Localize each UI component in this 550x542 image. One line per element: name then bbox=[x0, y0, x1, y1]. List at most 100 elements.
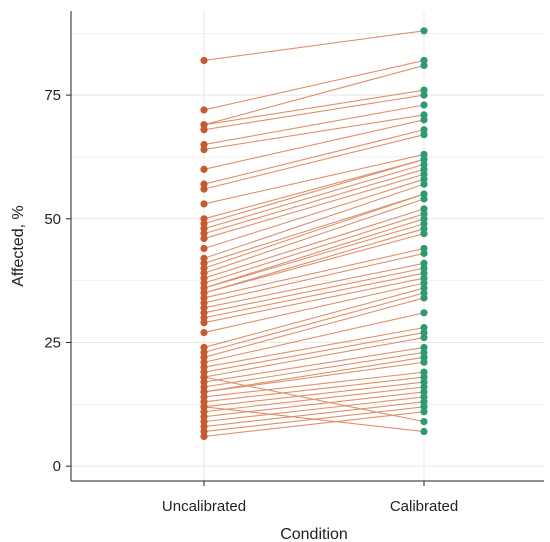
pair-line bbox=[203, 173, 425, 240]
point-calibrated bbox=[420, 388, 428, 396]
point-calibrated bbox=[420, 126, 428, 134]
pair-line bbox=[203, 361, 425, 393]
point-uncalibrated bbox=[200, 348, 208, 356]
data-points bbox=[200, 27, 428, 441]
point-uncalibrated bbox=[200, 309, 208, 317]
pair-line bbox=[203, 119, 425, 170]
pair-line bbox=[203, 287, 425, 348]
pair-line bbox=[203, 168, 425, 235]
point-uncalibrated bbox=[200, 126, 208, 134]
point-calibrated bbox=[420, 289, 428, 297]
point-calibrated bbox=[420, 116, 428, 124]
point-calibrated bbox=[420, 160, 428, 168]
point-uncalibrated bbox=[200, 398, 208, 406]
y-tick-label: 25 bbox=[44, 334, 61, 351]
point-calibrated bbox=[420, 378, 428, 386]
pair-line bbox=[203, 282, 425, 334]
point-calibrated bbox=[420, 195, 428, 203]
point-uncalibrated bbox=[200, 234, 208, 243]
pair-line bbox=[203, 218, 425, 289]
pair-line bbox=[203, 178, 425, 249]
pair-line bbox=[203, 134, 425, 190]
point-calibrated bbox=[420, 353, 428, 361]
pair-line bbox=[203, 104, 425, 146]
point-calibrated bbox=[420, 274, 428, 282]
point-calibrated bbox=[420, 269, 428, 277]
point-uncalibrated bbox=[200, 180, 208, 188]
point-calibrated bbox=[420, 333, 428, 342]
point-calibrated bbox=[420, 403, 428, 411]
pair-line bbox=[203, 163, 425, 230]
point-calibrated bbox=[420, 418, 428, 426]
point-uncalibrated bbox=[200, 215, 208, 223]
point-calibrated bbox=[420, 205, 428, 213]
point-uncalibrated bbox=[200, 220, 208, 228]
pair-line bbox=[203, 277, 425, 324]
point-uncalibrated bbox=[200, 185, 208, 193]
point-calibrated bbox=[420, 328, 428, 337]
point-calibrated bbox=[420, 170, 428, 178]
point-uncalibrated bbox=[200, 358, 208, 366]
pair-line bbox=[203, 158, 425, 220]
pair-line bbox=[203, 267, 425, 314]
point-uncalibrated bbox=[200, 383, 208, 391]
point-uncalibrated bbox=[200, 230, 208, 238]
pair-line bbox=[203, 401, 425, 428]
pair-line bbox=[203, 396, 425, 423]
x-tick-label: Uncalibrated bbox=[162, 498, 246, 515]
pair-line bbox=[203, 252, 425, 304]
pair-line bbox=[203, 129, 425, 185]
point-calibrated bbox=[420, 249, 428, 258]
point-uncalibrated bbox=[200, 264, 208, 272]
point-calibrated bbox=[420, 408, 428, 416]
y-tick-label: 75 bbox=[44, 87, 61, 104]
point-uncalibrated bbox=[200, 432, 208, 441]
point-calibrated bbox=[420, 309, 428, 317]
pair-line bbox=[203, 30, 425, 62]
point-uncalibrated bbox=[200, 294, 208, 302]
point-calibrated bbox=[420, 215, 428, 223]
pair-line bbox=[203, 371, 425, 398]
y-axis-title: Affected, % bbox=[10, 205, 27, 287]
pair-line bbox=[203, 193, 425, 264]
point-calibrated bbox=[420, 56, 428, 65]
pair-line bbox=[203, 233, 425, 294]
pair-line bbox=[203, 376, 425, 423]
point-calibrated bbox=[420, 343, 428, 352]
point-uncalibrated bbox=[200, 274, 208, 282]
point-uncalibrated bbox=[200, 284, 208, 292]
pair-line bbox=[203, 327, 425, 368]
point-calibrated bbox=[420, 155, 428, 164]
point-calibrated bbox=[420, 324, 428, 332]
point-uncalibrated bbox=[200, 304, 208, 312]
pair-line bbox=[203, 381, 425, 408]
point-uncalibrated bbox=[200, 244, 208, 253]
point-uncalibrated bbox=[200, 269, 208, 277]
point-uncalibrated bbox=[200, 378, 208, 386]
point-uncalibrated bbox=[200, 418, 208, 426]
point-uncalibrated bbox=[200, 393, 208, 401]
point-calibrated bbox=[420, 225, 428, 233]
point-calibrated bbox=[420, 284, 428, 292]
pair-line bbox=[203, 208, 425, 279]
point-calibrated bbox=[420, 294, 428, 302]
point-uncalibrated bbox=[200, 106, 208, 114]
point-calibrated bbox=[420, 131, 428, 139]
pair-line bbox=[203, 262, 425, 309]
pair-line bbox=[203, 183, 425, 259]
point-uncalibrated bbox=[200, 328, 208, 337]
pair-line bbox=[203, 411, 425, 438]
point-uncalibrated bbox=[200, 254, 208, 262]
pair-line bbox=[203, 297, 425, 358]
point-uncalibrated bbox=[200, 408, 208, 416]
pair-line bbox=[203, 193, 425, 269]
pair-line bbox=[203, 391, 425, 418]
point-calibrated bbox=[420, 220, 428, 228]
pair-line bbox=[203, 247, 425, 299]
point-uncalibrated bbox=[200, 56, 208, 65]
pair-line bbox=[203, 292, 425, 353]
ticks: 0 25 50 75 Uncalibrated Calibrated bbox=[44, 87, 458, 515]
pair-line bbox=[203, 376, 425, 403]
point-calibrated bbox=[420, 358, 428, 366]
